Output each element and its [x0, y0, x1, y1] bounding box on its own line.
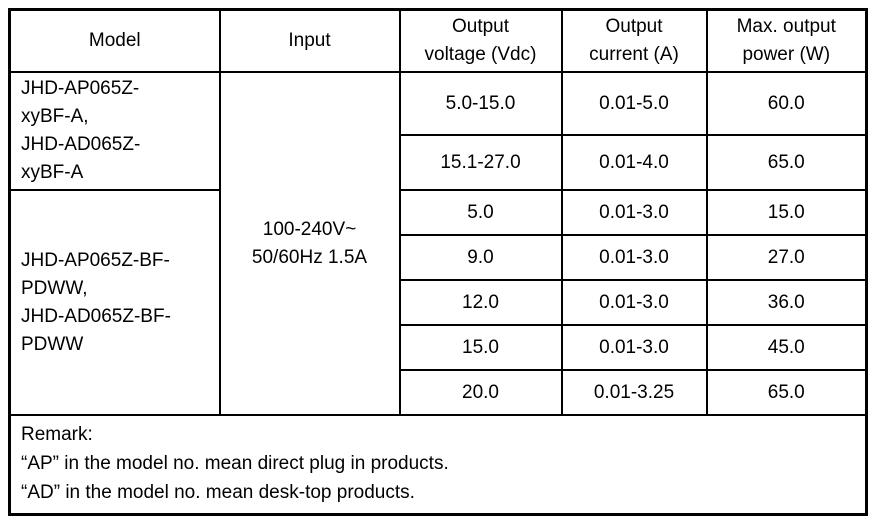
- output-voltage-value: 5.0: [398, 189, 563, 236]
- max-power-value: 60.0: [705, 70, 868, 137]
- max-power-value: 36.0: [705, 279, 868, 326]
- column-header-output-voltage: Output voltage (Vdc): [398, 8, 563, 73]
- output-current-value: 0.01-3.0: [560, 279, 708, 326]
- output-voltage-value: 15.0: [398, 324, 563, 371]
- table-row: 9.0 0.01-3.0 27.0: [10, 234, 868, 281]
- table-row: 15.0 0.01-3.0 45.0: [10, 324, 868, 371]
- remark-row: Remark: “AP” in the model no. mean direc…: [8, 414, 868, 516]
- table-row: JHD-AP065Z-BF- PDWW, JHD-AD065Z-BF- PDWW…: [8, 189, 868, 416]
- column-header-model: Model: [8, 8, 221, 73]
- header-row: Model Input Output voltage (Vdc) Output …: [8, 8, 868, 73]
- column-header-output-current: Output current (A): [560, 8, 708, 73]
- output-current-value: 0.01-5.0: [560, 70, 708, 137]
- output-current-value: 0.01-3.0: [560, 189, 708, 236]
- output-voltage-value: 9.0: [398, 234, 563, 281]
- output-current-value: 0.01-3.25: [560, 369, 708, 416]
- model-group-pdww: JHD-AP065Z-BF- PDWW, JHD-AD065Z-BF- PDWW: [8, 189, 221, 416]
- max-power-value: 27.0: [705, 234, 868, 281]
- model-group-xybf: JHD-AP065Z- xyBF-A, JHD-AD065Z- xyBF-A: [8, 71, 221, 191]
- column-header-max-output-power: Max. output power (W): [705, 8, 868, 73]
- max-power-value: 45.0: [705, 324, 868, 371]
- table-row: 12.0 0.01-3.0 36.0: [10, 279, 868, 326]
- power-spec-table: Model Input Output voltage (Vdc) Output …: [8, 8, 868, 516]
- remark-note-ap: “AP” in the model no. mean direct plug i…: [21, 453, 449, 474]
- output-voltage-value: 12.0: [398, 279, 563, 326]
- column-header-input: Input: [218, 8, 401, 73]
- output-voltage-value: 20.0: [398, 369, 563, 416]
- max-power-value: 15.0: [705, 189, 868, 236]
- output-current-value: 0.01-3.0: [560, 324, 708, 371]
- output-voltage-value: 15.1-27.0: [398, 134, 563, 191]
- remark-cell: Remark: “AP” in the model no. mean direc…: [8, 414, 868, 516]
- table-row: 15.1-27.0 0.01-4.0 65.0: [10, 134, 868, 191]
- table-row: JHD-AP065Z- xyBF-A, JHD-AD065Z- xyBF-A 1…: [8, 70, 868, 416]
- max-power-value: 65.0: [705, 134, 868, 191]
- remark-title: Remark:: [21, 424, 93, 445]
- table-row: 20.0 0.01-3.25 65.0: [10, 369, 868, 416]
- output-current-value: 0.01-3.0: [560, 234, 708, 281]
- output-voltage-value: 5.0-15.0: [398, 70, 563, 137]
- input-spec-cell: 100-240V~ 50/60Hz 1.5A: [218, 71, 401, 416]
- max-power-value: 65.0: [705, 369, 868, 416]
- remark-note-ad: “AD” in the model no. mean desk-top prod…: [21, 482, 415, 503]
- output-current-value: 0.01-4.0: [560, 134, 708, 191]
